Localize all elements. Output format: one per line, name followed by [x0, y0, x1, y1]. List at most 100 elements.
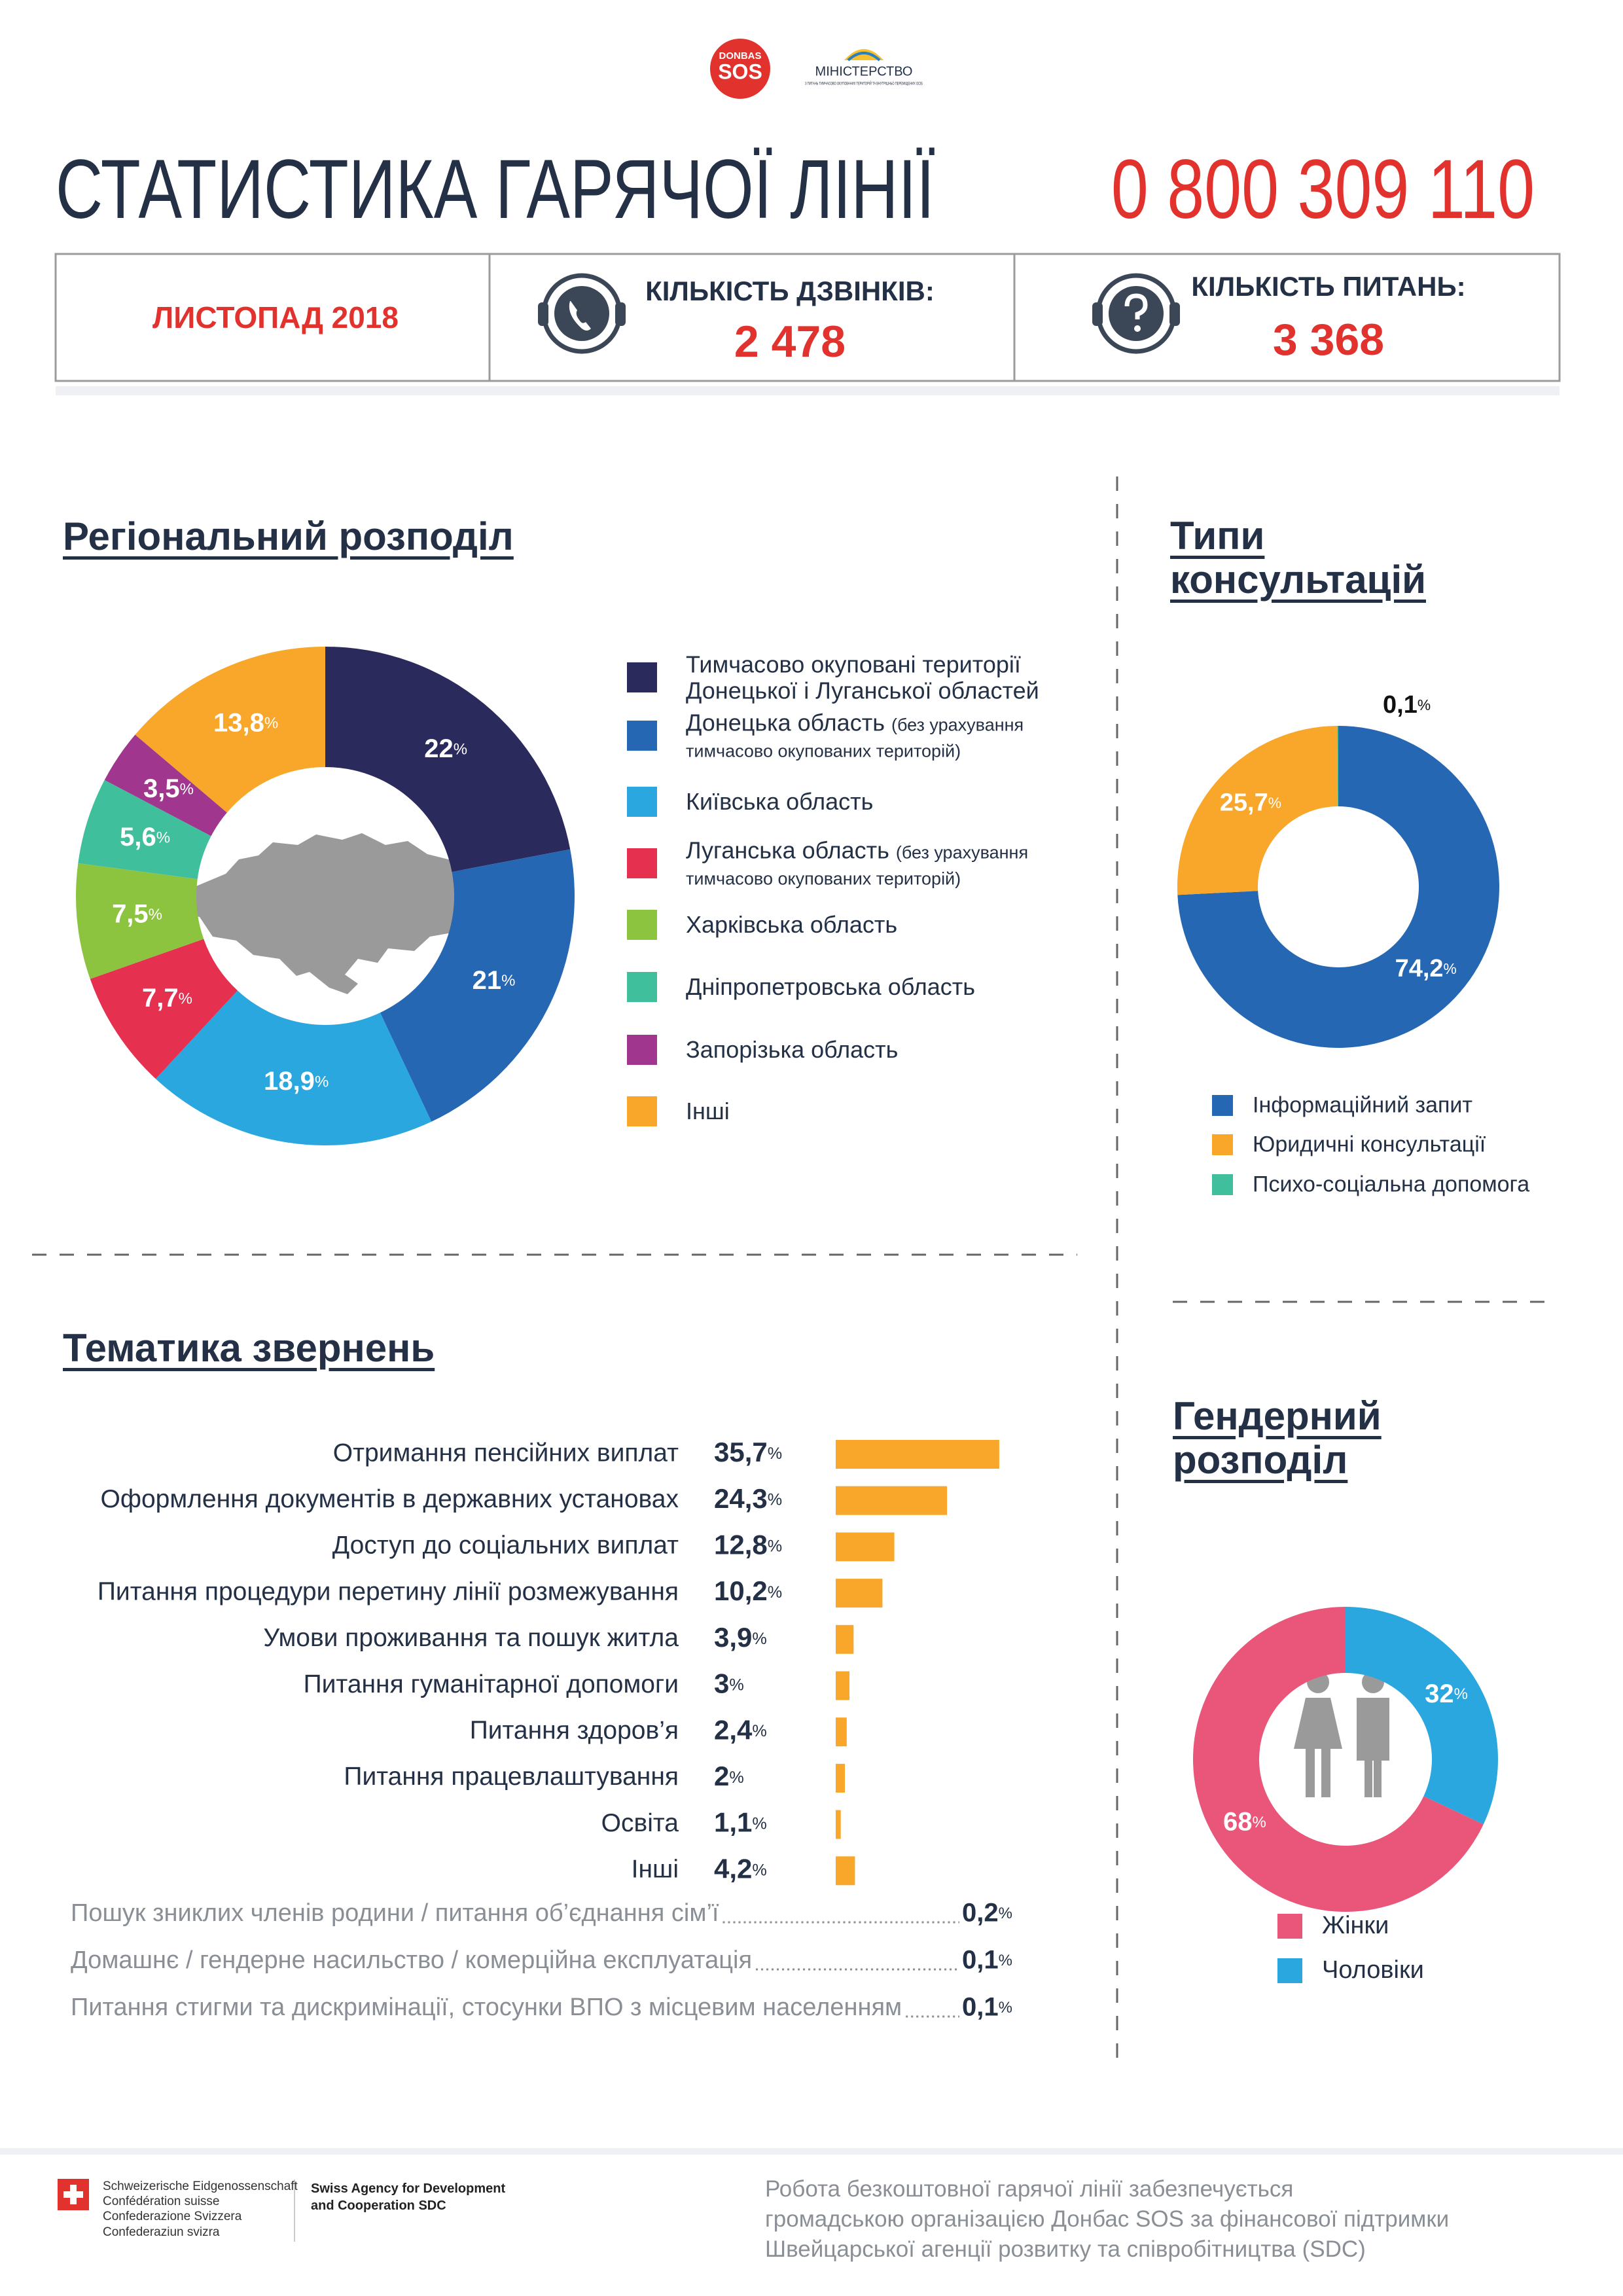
legend-swatch: [627, 972, 657, 1002]
bar: [836, 1440, 999, 1469]
legend-label: Дніпропетровська область: [686, 973, 975, 1001]
donut-segment: [1177, 726, 1499, 1049]
legend-label: Жінки: [1322, 1912, 1389, 1940]
donut-segment: [155, 990, 432, 1145]
value-label: 3,9%: [714, 1622, 767, 1653]
value-label: 0,1%: [1383, 691, 1431, 719]
donut-segment: [1177, 726, 1338, 895]
sdc-name: Swiss Agency for Development and Coopera…: [311, 2180, 505, 2214]
value-label: 1,1%: [714, 1807, 767, 1838]
bar: [836, 1486, 948, 1515]
page-title: СТАТИСТИКА ГАРЯЧОЇ ЛІНІЇ: [56, 143, 935, 236]
other-topic-label: Домашнє / гендерне насильство / комерцій…: [71, 1946, 752, 1974]
donut-segment: [1346, 1607, 1499, 1825]
value-label: 4,2%: [714, 1853, 767, 1884]
footer-line: Робота безкоштовної гарячої лінії забезп…: [765, 2176, 1294, 2202]
footer-line: Швейцарської агенції розвитку та співроб…: [765, 2236, 1366, 2263]
legend-swatch: [1212, 1095, 1233, 1116]
legend-item: Запорізька область: [686, 1037, 1052, 1063]
phone-icon: [538, 273, 626, 354]
legend-item: Інформаційний запит: [1253, 1093, 1619, 1117]
legend-swatch: [627, 662, 657, 692]
value-label: 24,3%: [714, 1483, 782, 1514]
ministry-logo-arc: [847, 52, 881, 62]
legend-item: Луганська область (без урахування тимчас…: [686, 837, 1052, 889]
value-label: 3%: [714, 1668, 744, 1699]
legend-note: (без урахування тимчасово окупованих тер…: [686, 715, 1024, 761]
legend-item: Дніпропетровська область: [686, 974, 1052, 1000]
legend-swatch: [627, 848, 657, 878]
period: ЛИСТОПАД 2018: [152, 300, 399, 334]
swiss-confederation: Schweizerische Eidgenossenschaft Confédé…: [103, 2179, 298, 2240]
footer-note: Робота безкоштовної гарячої лінії забезп…: [765, 2174, 1449, 2265]
bar: [836, 1671, 849, 1700]
legend-swatch: [627, 1035, 657, 1065]
other-topic-value: 0,2%: [962, 1899, 1012, 1928]
ministry-logo-sun: [844, 49, 883, 60]
bar: [836, 1810, 841, 1839]
legend-swatch: [1212, 1134, 1233, 1155]
legend-label: Інші: [686, 1098, 730, 1125]
bar: [836, 1717, 847, 1747]
question-icon: [1092, 273, 1180, 354]
legend-item: Тимчасово окуповані території Донецької …: [686, 651, 1052, 703]
category-label: Питання гуманітарної допомоги: [304, 1670, 679, 1698]
value-label: 35,7%: [714, 1437, 782, 1467]
bar: [836, 1763, 845, 1793]
donut-segment: [90, 939, 238, 1079]
category-label: Умови проживання та пошук житла: [263, 1624, 679, 1652]
legend-label: Інформаційний запит: [1253, 1092, 1472, 1118]
legend-swatch: [627, 910, 657, 940]
footer-line: громадською організацією Донбас SOS за ф…: [765, 2206, 1450, 2233]
logo-text: DONBAS: [719, 50, 761, 62]
donut-segment: [1193, 1607, 1484, 1912]
donut-segment: [76, 863, 204, 979]
other-topic-label: Питання стигми та дискримінації, стосунк…: [71, 1994, 902, 2021]
category-label: Питання процедури перетину лінії розмежу…: [98, 1577, 679, 1605]
legend-item: Психо-соціальна допомога: [1253, 1172, 1619, 1196]
donut-segment: [1337, 726, 1338, 807]
bar: [836, 1624, 854, 1654]
legend-swatch: [1212, 1174, 1233, 1195]
category-label: Інші: [632, 1856, 679, 1884]
bar: [836, 1579, 883, 1608]
footer-line: Confédération suisse: [103, 2195, 220, 2209]
category-label: Питання працевлаштування: [344, 1763, 679, 1791]
value-label: 10,2%: [714, 1575, 782, 1606]
section-title: Типи консультацій: [1170, 514, 1426, 602]
logo-text: SOS: [718, 60, 762, 83]
value-label: 2%: [714, 1761, 744, 1791]
value-label: 12,8%: [714, 1529, 782, 1560]
legend-item: Харківська область: [686, 912, 1052, 938]
category-label: Питання здоров’я: [470, 1716, 679, 1744]
section-title: Регіональний розподіл: [63, 514, 514, 558]
questions-count: 3 368: [1272, 315, 1385, 365]
bar: [836, 1856, 855, 1886]
swiss-flag: [58, 2179, 89, 2210]
legend-label: Луганська область: [686, 836, 889, 864]
donut-segment: [78, 780, 211, 880]
other-topic-value: 0,1%: [962, 1993, 1012, 2022]
category-label: Освіта: [601, 1809, 679, 1837]
legend-label: Психо-соціальна допомога: [1253, 1172, 1530, 1197]
box-shadow: [56, 386, 1560, 395]
logo-subtext: З ПИТАНЬ ТИМЧАСОВО ОКУПОВАНИХ ТЕРИТОРІЙ …: [805, 81, 923, 86]
donbas-sos-logo: [710, 39, 770, 99]
footer-line: and Cooperation SDC: [311, 2198, 446, 2213]
legend-note: (без урахування тимчасово окупованих тер…: [686, 842, 1029, 888]
section-title: Гендерний розподіл: [1173, 1394, 1382, 1482]
legend-item: Чоловіки: [1322, 1956, 1623, 1984]
legend-item: Юридичні консультації: [1253, 1132, 1619, 1157]
legend-label: Запорізька область: [686, 1036, 899, 1064]
people-icon: [1294, 1671, 1389, 1797]
section-title: Тематика звернень: [63, 1326, 435, 1370]
legend-label: Донецька область: [686, 709, 885, 736]
value-label: 21%: [473, 966, 516, 995]
value-label: 2,4%: [714, 1714, 767, 1745]
other-topic-value: 0,1%: [962, 1946, 1012, 1975]
legend-swatch: [1277, 1914, 1302, 1939]
legend-label: Харківська область: [686, 911, 898, 939]
footer-line: Swiss Agency for Development: [311, 2181, 506, 2196]
